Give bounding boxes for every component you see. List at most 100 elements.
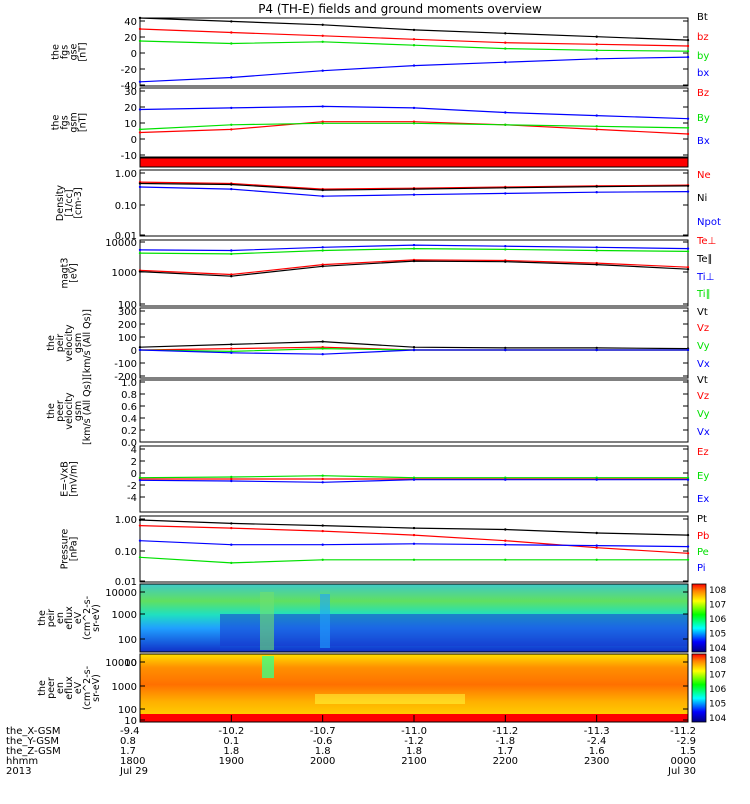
data-point: [595, 263, 598, 266]
y-axis-label: Pressure: [60, 529, 71, 570]
x-tick-label: -10.2: [218, 726, 244, 737]
data-point: [138, 556, 142, 559]
y-tick-label: 100: [118, 705, 137, 716]
colorbar-tick-label: 104: [709, 644, 726, 654]
y-tick-label: 0.01: [115, 231, 137, 242]
data-point: [595, 191, 598, 194]
x-tick-label: -1.2: [404, 736, 424, 747]
colorbar-gradient: [691, 653, 707, 723]
legend-entry: Bt: [697, 12, 708, 23]
ion-spectrogram-core: [220, 614, 688, 646]
data-point: [230, 526, 233, 530]
data-point: [138, 39, 142, 43]
y-axis-label: fgs: [60, 45, 71, 59]
y-tick-label: 0: [131, 135, 137, 146]
legend-entry: Ni: [697, 193, 707, 204]
data-point: [138, 346, 142, 349]
data-point: [321, 524, 324, 527]
data-point: [138, 251, 142, 255]
data-point: [230, 128, 233, 131]
x-annotation-row-label: the_Z-GSM: [6, 746, 61, 757]
data-point: [321, 477, 324, 481]
x-annotation-row-label: the_Y-GSM: [6, 736, 59, 747]
data-point: [412, 44, 416, 47]
x-tick-label: Jul 30: [667, 766, 696, 777]
y-axis-label: eV: [73, 611, 84, 624]
data-point: [230, 106, 233, 110]
data-point: [230, 249, 233, 252]
data-point: [412, 348, 416, 352]
data-point: [321, 23, 324, 26]
data-point: [595, 348, 598, 352]
x-tick-label: 1.8: [315, 746, 331, 757]
data-point: [412, 526, 416, 530]
y-axis-label: eflux: [64, 606, 75, 630]
y-axis-label: Density: [55, 185, 66, 221]
colorbar-tick-label: 106: [709, 685, 726, 695]
x-tick-label: -0.6: [313, 736, 333, 747]
legend-entry: by: [697, 51, 709, 62]
x-annotation-row-label: the_X-GSM: [6, 726, 60, 737]
y-axis-label: [eV]: [69, 263, 80, 283]
y-tick-label: -40: [121, 81, 137, 92]
data-point: [686, 50, 690, 53]
y-tick-label: -10: [121, 151, 137, 162]
x-tick-label: 0.1: [223, 736, 239, 747]
data-point: [321, 246, 324, 249]
y-tick-label: 0: [131, 346, 137, 357]
electron-spectrogram-feature: [262, 656, 274, 678]
data-point: [321, 353, 324, 356]
colorbar-tick-label: 107: [709, 601, 726, 611]
data-point: [504, 478, 507, 481]
data-point: [138, 182, 142, 185]
y-axis-label: the: [51, 115, 62, 131]
panel-ion-velocity: 300 200 100 0 -100 -200 thepeirvelocitygsm[km/…: [46, 307, 710, 383]
data-point: [595, 128, 598, 131]
data-point: [321, 188, 324, 192]
y-tick-label: 0: [131, 49, 137, 60]
legend-entry: Te∥: [696, 254, 713, 265]
data-point: [230, 561, 233, 565]
data-point: [412, 28, 416, 32]
data-point: [595, 114, 598, 117]
y-tick-label: 100: [118, 333, 137, 344]
y-tick-label: 0.4: [121, 414, 137, 425]
series-group-efield: [138, 474, 690, 484]
legend-entry: bx: [697, 68, 709, 79]
y-tick-label: 0.01: [115, 577, 137, 588]
electron-spectrogram-image: [140, 654, 688, 722]
electron-spectrogram-feature: [315, 694, 465, 704]
x-tick-label: 1.8: [406, 746, 422, 757]
data-point: [412, 542, 416, 545]
y-tick-label: 20: [124, 103, 137, 114]
data-point: [230, 187, 233, 191]
y-tick-label: 1.00: [115, 515, 137, 526]
data-point: [686, 250, 690, 253]
data-point: [504, 61, 507, 64]
data-point: [321, 543, 324, 546]
legend-entry: Ex: [697, 494, 709, 505]
legend-entry: Vy: [697, 409, 710, 420]
data-point: [412, 187, 416, 191]
data-point: [138, 479, 142, 482]
data-point: [412, 259, 416, 263]
data-point: [412, 346, 416, 349]
legend-entry: Ti⊥: [696, 272, 714, 283]
data-point: [138, 539, 142, 542]
data-point: [412, 106, 416, 110]
x-tick-label: 1.8: [223, 746, 239, 757]
data-point: [138, 348, 142, 352]
x-tick-label: -11.0: [401, 726, 427, 737]
colorbar-tick-label: 105: [709, 630, 726, 640]
data-point: [230, 475, 233, 479]
data-point: [686, 184, 690, 188]
data-point: [504, 476, 507, 479]
data-point: [504, 245, 507, 248]
y-axis-label: the: [51, 44, 62, 60]
panel-frame: [139, 583, 689, 653]
series-group-ion-velocity: [138, 340, 690, 356]
legend-entry: Bz: [697, 88, 709, 99]
data-point: [504, 123, 507, 127]
